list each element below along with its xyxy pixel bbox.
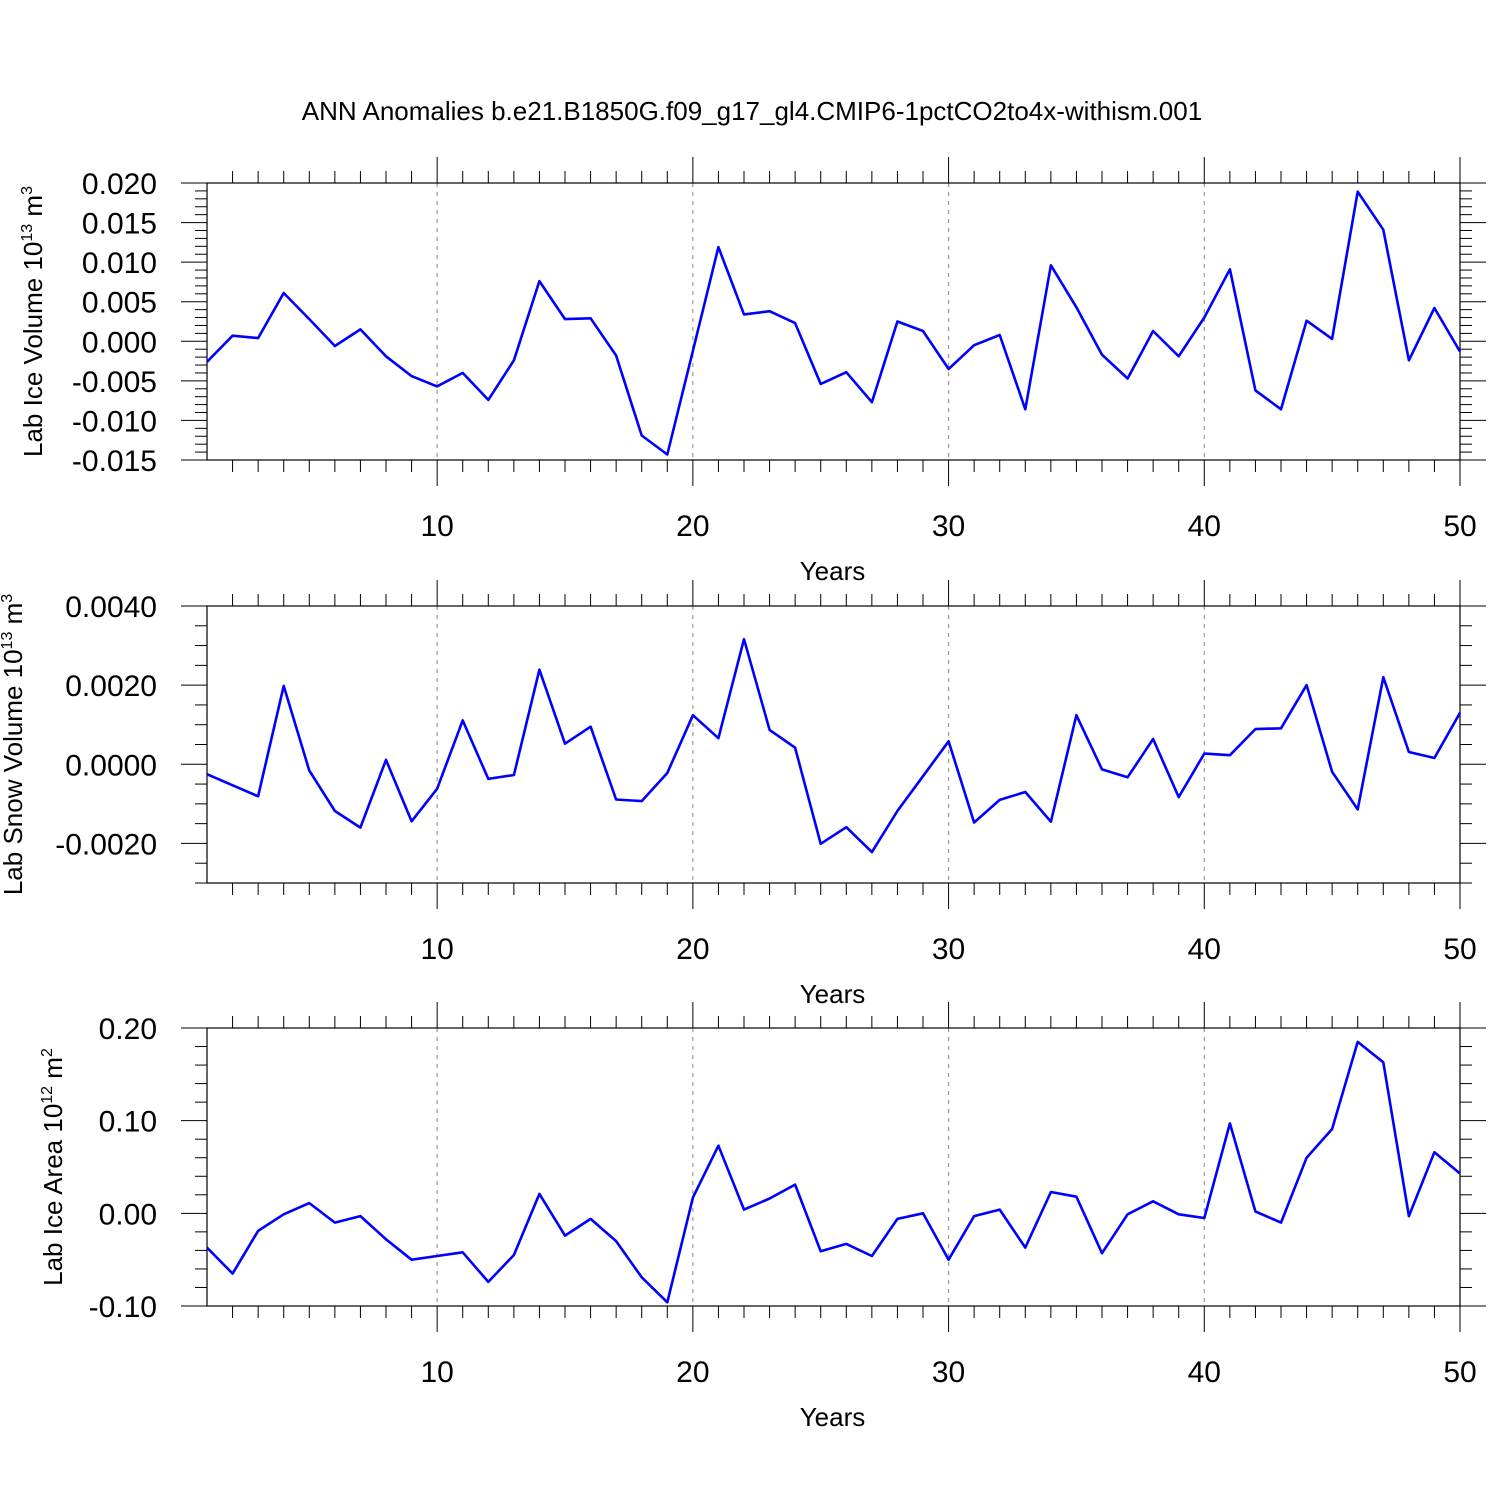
ice-area-y-axis-label-unit: m (38, 1057, 68, 1086)
snow-volume-y-tick-label: 0.0040 (65, 591, 157, 624)
ice-volume-series-line (206, 190, 1462, 456)
ice-volume-plot-frame (206, 182, 1461, 461)
panels: 10 20 30 40 50 -0.015 -0.010 -0.005 0.000 0.005 0.… (0, 157, 1486, 1432)
snow-volume-y-axis-label-exp: 13 (0, 632, 16, 650)
snow-volume-y-axis-label-unit: m (0, 603, 28, 632)
ice-volume-y-tick-label: -0.005 (72, 366, 157, 399)
ice-area-y-axis-label-main: Lab Ice Area 10 (38, 1104, 68, 1286)
snow-volume-y-tick-label: 0.0000 (65, 749, 157, 782)
ice-volume-y-tick-label: 0.000 (82, 326, 157, 359)
ice-area-y-tick-label: 0.00 (99, 1198, 157, 1231)
ice-area-series-line (206, 1040, 1461, 1304)
ice-volume-x-tick-label: 50 (1443, 510, 1476, 543)
ice-volume-y-axis-label-main: Lab Ice Volume 10 (18, 242, 48, 457)
ice-volume-y-tick-label: 0.010 (82, 247, 157, 280)
snow-volume-plot-frame (206, 605, 1461, 884)
ice-volume-x-tick-label: 40 (1188, 510, 1221, 543)
ice-area-y-axis-label: Lab Ice Area 1012 m2 (38, 1048, 68, 1286)
ice-volume-x-tick-label: 30 (932, 510, 965, 543)
ice-volume-x-tick-label: 10 (420, 510, 453, 543)
ice-area-panel: 10 20 30 40 50 -0.10 0.00 0.10 0.20 Years Lab Ice … (38, 1002, 1486, 1432)
ice-area-y-axis-label-exp: 12 (39, 1086, 56, 1104)
snow-volume-y-tick-label: -0.0020 (55, 828, 157, 861)
ice-volume-y-tick-label: 0.015 (82, 208, 157, 241)
ice-volume-y-axis-label-unit: m (18, 195, 48, 224)
ice-area-x-tick-label: 20 (676, 1356, 709, 1389)
ice-volume-x-tick-label: 20 (676, 510, 709, 543)
ice-volume-y-tick-label: -0.010 (72, 405, 157, 438)
snow-volume-y-axis-label-main: Lab Snow Volume 10 (0, 649, 28, 895)
ice-volume-y-axis-label-unit-exp: 3 (19, 186, 36, 195)
ice-area-plot-frame (206, 1027, 1461, 1307)
ice-volume-x-axis-label: Years (800, 556, 866, 586)
ice-area-x-tick-label: 10 (420, 1356, 453, 1389)
ice-area-y-axis-label-unit-exp: 2 (39, 1048, 56, 1057)
snow-volume-x-tick-label: 20 (676, 933, 709, 966)
ice-volume-y-tick-label: 0.005 (82, 287, 157, 320)
figure-title: ANN Anomalies b.e21.B1850G.f09_g17_gl4.C… (302, 96, 1202, 126)
snow-volume-x-tick-label: 10 (420, 933, 453, 966)
snow-volume-x-tick-label: 50 (1443, 933, 1476, 966)
snow-volume-x-axis-label: Years (800, 979, 866, 1009)
ice-area-x-tick-label: 50 (1443, 1356, 1476, 1389)
ice-area-y-tick-label: 0.10 (99, 1106, 157, 1139)
snow-volume-y-axis-label: Lab Snow Volume 1013 m3 (0, 594, 28, 895)
snow-volume-series-line (206, 637, 1462, 854)
ice-area-x-tick-label: 40 (1188, 1356, 1221, 1389)
ice-volume-y-axis-label: Lab Ice Volume 1013 m3 (18, 186, 48, 457)
ice-area-y-tick-label: -0.10 (89, 1291, 157, 1324)
snow-volume-y-axis-label-unit-exp: 3 (0, 594, 16, 603)
ice-volume-y-tick-label: -0.015 (72, 445, 157, 478)
ice-volume-y-tick-label: 0.020 (82, 168, 157, 201)
ice-area-x-axis-label: Years (800, 1402, 866, 1432)
snow-volume-x-tick-label: 30 (932, 933, 965, 966)
ice-volume-y-axis-label-exp: 13 (19, 224, 36, 242)
snow-volume-y-tick-label: 0.0020 (65, 670, 157, 703)
ice-area-x-tick-label: 30 (932, 1356, 965, 1389)
snow-volume-panel: 10 20 30 40 50 -0.0020 0.0000 0.0020 0.0040 Years… (0, 580, 1486, 1009)
ice-area-y-tick-label: 0.20 (99, 1013, 157, 1046)
ice-volume-panel: 10 20 30 40 50 -0.015 -0.010 -0.005 0.000 0.005 0.… (18, 157, 1486, 586)
snow-volume-x-tick-label: 40 (1188, 933, 1221, 966)
